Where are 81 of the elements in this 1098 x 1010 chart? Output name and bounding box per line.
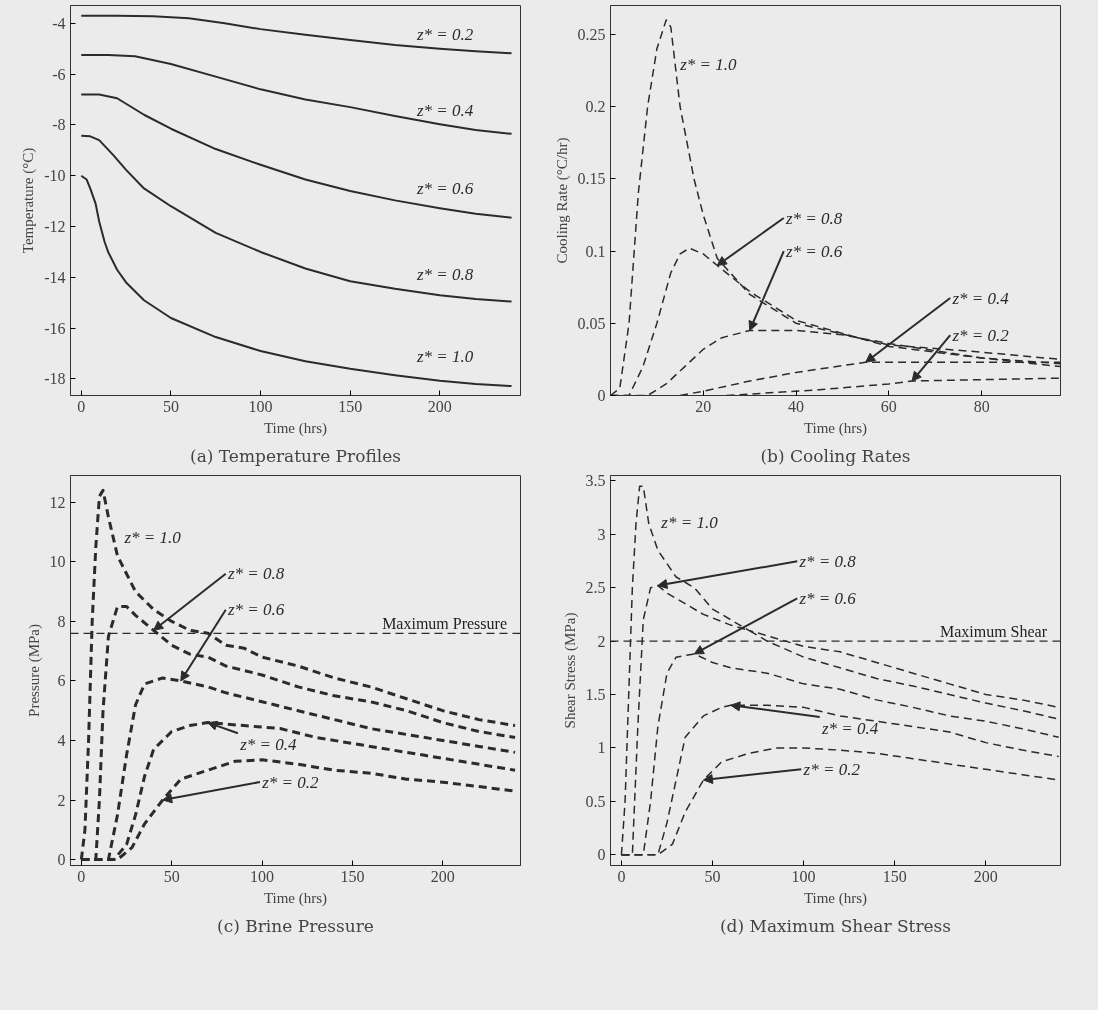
x-tick-label: 50 (704, 867, 721, 885)
x-tick-label: 40 (788, 397, 805, 415)
x-axis-title: Time (hrs) (263, 889, 328, 907)
x-tick-label: 200 (430, 867, 455, 885)
y-tick-label: 3.5 (585, 472, 606, 490)
y-tick-label: 2 (597, 632, 606, 650)
ref-line-label: Maximum Pressure (382, 615, 507, 633)
y-tick-label: 3 (597, 525, 606, 543)
y-tick-label: 0.15 (577, 170, 606, 188)
x-tick-label: 0 (77, 867, 86, 885)
series-label: z* = 0.4 (821, 719, 879, 739)
series-label: z* = 1.0 (416, 347, 474, 366)
text: z* = 0.6 (227, 600, 285, 620)
text: z* = 0.8 (785, 208, 843, 228)
series-label: z* = 0.2 (416, 25, 474, 45)
x-tick-label: 200 (973, 867, 998, 885)
y-tick-label: 0.1 (585, 242, 606, 260)
y-tick-label: -4 (52, 14, 66, 32)
x-axis-title: Time (hrs) (263, 419, 328, 437)
x-tick-label: 60 (880, 397, 897, 415)
y-tick-label: 6 (57, 672, 66, 690)
y-tick-label: 1 (597, 739, 606, 757)
text: z* = 0.4 (951, 288, 1010, 308)
text: z* = 0.8 (227, 564, 285, 584)
y-tick-label: -10 (44, 167, 66, 185)
series-label: z* = 0.2 (802, 759, 861, 779)
y-axis-title: Cooling Rate (°C/hr) (553, 137, 571, 264)
y-tick-label: 0 (597, 846, 606, 864)
x-tick-label: 0 (77, 397, 86, 415)
x-axis-title: Time (hrs) (803, 419, 868, 437)
y-tick-label: 8 (57, 612, 66, 630)
y-tick-label: 0 (57, 851, 66, 869)
text: z* = 0.2 (951, 325, 1010, 345)
x-tick-label: 150 (338, 397, 363, 415)
y-tick-label: 0.25 (577, 25, 606, 43)
y-axis-title: Temperature (°C) (20, 147, 38, 254)
ref-line-label: Maximum Shear (939, 623, 1048, 641)
series-label: z* = 0.2 (261, 772, 320, 792)
text: z* = 0.6 (785, 241, 843, 261)
y-axis-title: Pressure (MPa) (25, 624, 43, 717)
series-label: z* = 0.8 (416, 265, 474, 285)
text: z* = 0.6 (798, 588, 857, 608)
y-tick-label: 2.5 (585, 579, 606, 597)
y-tick-label: 0.5 (585, 792, 606, 810)
y-tick-label: 12 (49, 493, 66, 511)
x-tick-label: 20 (695, 397, 712, 415)
y-tick-label: 4 (57, 731, 66, 749)
y-tick-label: -16 (44, 319, 66, 337)
y-tick-label: -6 (52, 65, 66, 83)
x-tick-label: 80 (973, 397, 990, 415)
x-tick-label: 150 (340, 867, 365, 885)
text: (c) Brine Pressure (217, 915, 374, 936)
text: (b) Cooling Rates (760, 445, 911, 466)
y-tick-label: 2 (57, 791, 66, 809)
x-tick-label: 0 (617, 867, 626, 885)
series-label: z* = 0.4 (416, 101, 474, 121)
text: z* = 0.8 (798, 551, 857, 571)
text: (d) Maximum Shear Stress (719, 915, 952, 936)
y-tick-label: -12 (44, 218, 66, 236)
x-tick-label: 100 (791, 867, 816, 885)
series-label: z* = 0.4 (239, 735, 297, 755)
x-tick-label: 50 (163, 867, 180, 885)
y-axis-title: Shear Stress (MPa) (561, 612, 579, 729)
y-tick-label: -18 (44, 370, 66, 388)
y-tick-label: 10 (49, 553, 66, 571)
x-tick-label: 150 (882, 867, 907, 885)
series-label: z* = 1.0 (660, 512, 719, 532)
series-label: z* = 1.0 (679, 54, 738, 74)
x-tick-label: 200 (427, 397, 452, 415)
x-tick-label: 50 (162, 397, 179, 415)
y-tick-label: 0.05 (577, 314, 606, 332)
series-label: z* = 0.6 (416, 179, 474, 199)
text: (a) Temperature Profiles (190, 445, 401, 466)
x-axis-title: Time (hrs) (803, 889, 868, 907)
y-tick-label: 1.5 (585, 686, 606, 704)
y-tick-label: -8 (52, 116, 66, 134)
x-tick-label: 100 (248, 397, 273, 415)
y-tick-label: -14 (44, 268, 66, 286)
y-tick-label: 0.2 (585, 98, 606, 116)
x-tick-label: 100 (250, 867, 275, 885)
series-label: z* = 1.0 (123, 528, 182, 548)
